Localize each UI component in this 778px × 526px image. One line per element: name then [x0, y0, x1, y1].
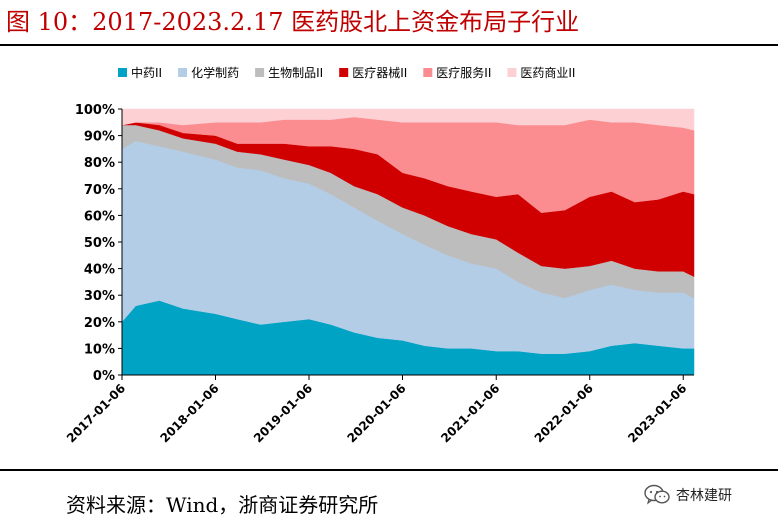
chart-areas — [121, 108, 695, 376]
legend-swatch — [423, 68, 433, 77]
y-tick-label: 90% — [84, 130, 115, 145]
wechat-icon — [644, 484, 670, 505]
x-tick-label: 2020-01-06 — [344, 381, 408, 445]
y-tick-label: 50% — [84, 236, 115, 251]
brand-watermark: 杏林建研 — [644, 484, 732, 506]
legend-label: 生物制品II — [268, 66, 323, 80]
x-tick-label: 2021-01-06 — [438, 381, 502, 445]
legend-swatch — [255, 68, 265, 77]
brand-text: 杏林建研 — [676, 488, 732, 504]
legend-label: 中药II — [131, 65, 162, 80]
y-tick-label: 20% — [84, 316, 115, 331]
y-tick-label: 0% — [93, 369, 115, 384]
y-tick-label: 10% — [84, 342, 115, 357]
legend-label: 医药商业II — [520, 65, 575, 80]
y-tick-label: 100% — [75, 103, 115, 118]
x-tick-label: 2019-01-06 — [251, 381, 315, 445]
legend-swatch — [178, 68, 188, 77]
chart-legend: 中药II 化学制药 生物制品II 医疗器械II 医疗服务II 医药商业II — [118, 65, 575, 80]
legend-swatch — [507, 68, 517, 77]
y-tick-label: 70% — [84, 183, 115, 198]
title-divider — [0, 44, 778, 46]
source-note: 资料来源：Wind，浙商证券研究所 — [66, 493, 379, 517]
legend-swatch — [339, 68, 349, 77]
x-tick-label: 2022-01-06 — [532, 381, 596, 445]
page-title: 图 10：2017-2023.2.17 医药股北上资金布局子行业 — [6, 8, 580, 36]
footer-divider — [0, 469, 778, 471]
legend-label: 医疗服务II — [436, 65, 491, 80]
x-tick-label: 2023-01-06 — [625, 381, 689, 445]
area-series-6 — [121, 108, 695, 131]
legend-label: 医疗器械II — [352, 65, 407, 80]
y-tick-label: 60% — [84, 209, 115, 224]
y-tick-label: 40% — [84, 263, 115, 278]
y-tick-label: 30% — [84, 289, 115, 304]
x-tick-label: 2017-01-06 — [64, 381, 128, 445]
stacked-area-chart: 中药II 化学制药 生物制品II 医疗器械II 医疗服务II 医药商业II 0% 10% 20… — [64, 65, 695, 445]
legend-swatch — [118, 68, 127, 77]
x-tick-label: 2018-01-06 — [157, 381, 221, 445]
y-tick-label: 80% — [84, 156, 115, 171]
legend-label: 化学制药 — [191, 65, 239, 80]
